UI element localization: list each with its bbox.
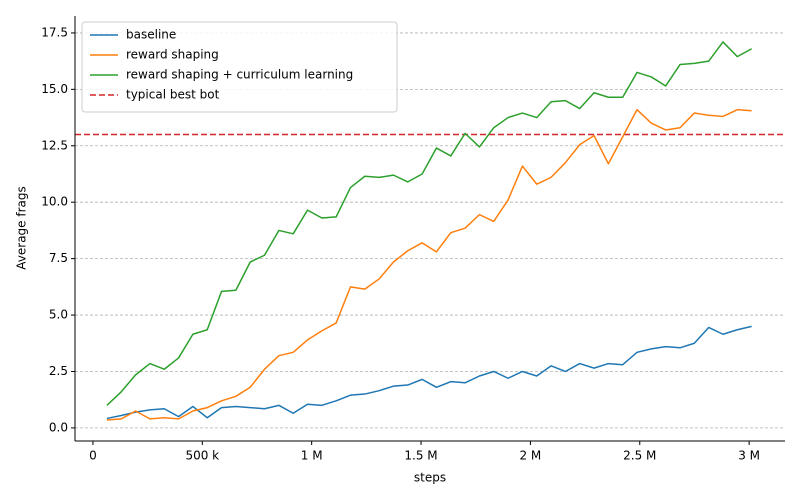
y-tick-label: 0.0 [49, 420, 68, 434]
x-tick-label: 2 M [519, 449, 541, 463]
y-tick-label: 10.0 [41, 195, 68, 209]
x-tick-label: 3 M [738, 449, 760, 463]
legend-label: typical best bot [126, 88, 220, 102]
series-line [106, 41, 753, 406]
y-tick-label: 5.0 [49, 308, 68, 322]
legend-label: reward shaping + curriculum learning [126, 68, 353, 82]
y-tick-label: 2.5 [49, 364, 68, 378]
series-line [106, 325, 752, 420]
y-tick-label: 17.5 [41, 25, 68, 39]
legend-label: baseline [126, 28, 176, 42]
x-tick-label: 1.5 M [404, 449, 437, 463]
y-tick-label: 7.5 [49, 251, 68, 265]
x-tick-label: 2.5 M [623, 449, 656, 463]
legend-box [81, 21, 398, 113]
y-tick-label: 15.0 [41, 82, 68, 96]
x-tick-label: 0 [89, 449, 97, 463]
legend-label: reward shaping [126, 48, 219, 62]
x-tick-label: 500 k [185, 449, 219, 463]
x-tick-label: 1 M [301, 449, 323, 463]
y-axis-label: Average frags [15, 186, 29, 269]
series-line [106, 108, 752, 421]
x-axis-label: steps [414, 471, 446, 485]
y-tick-label: 12.5 [41, 138, 68, 152]
